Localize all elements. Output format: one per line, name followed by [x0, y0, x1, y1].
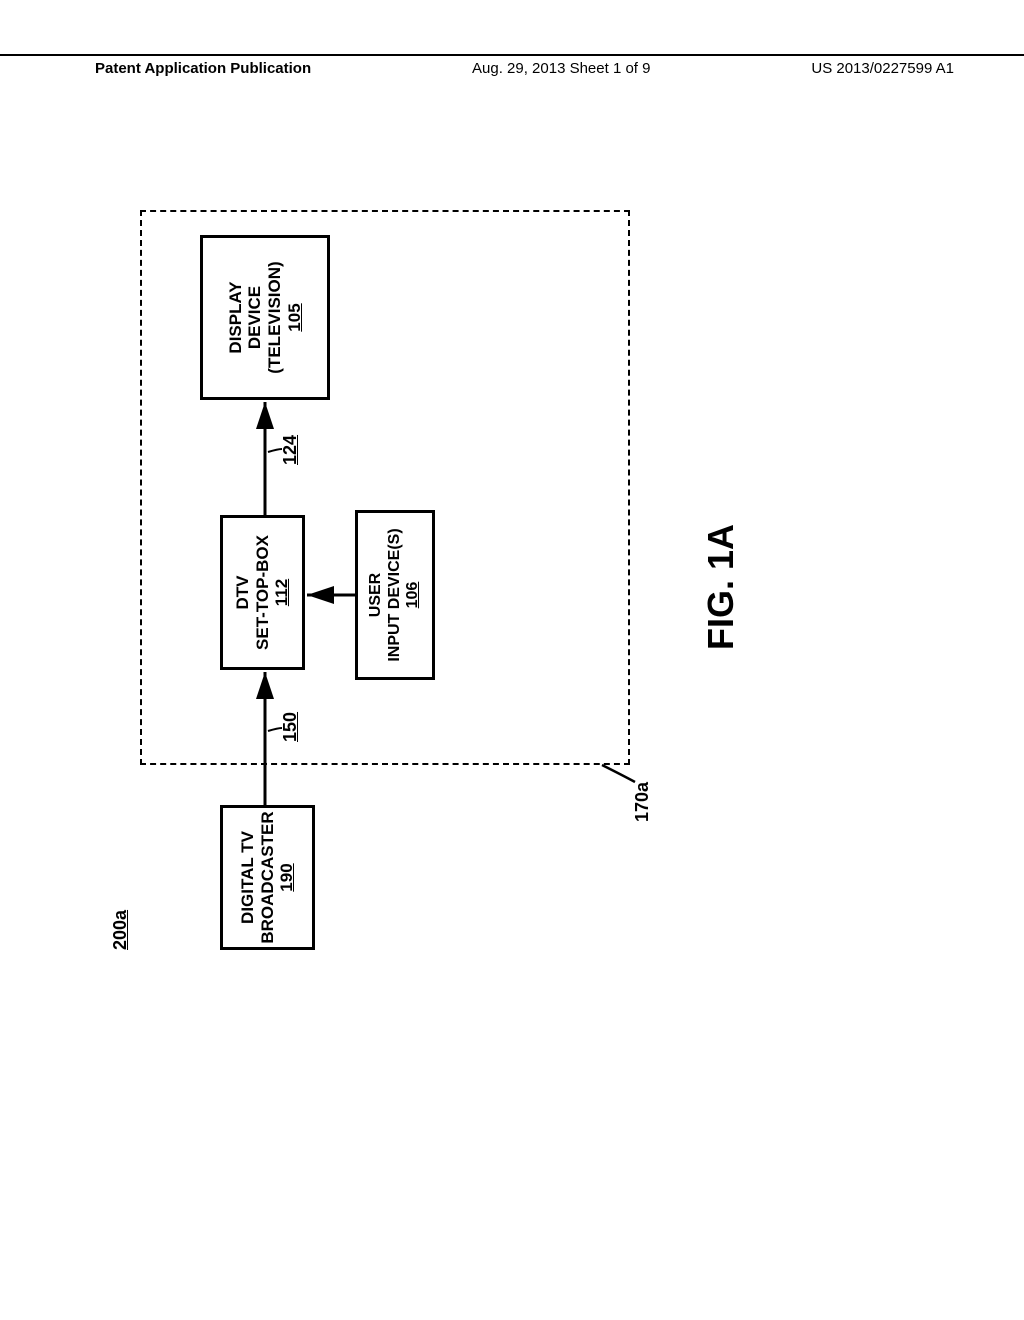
block-input-line2: INPUT DEVICE(S) [386, 528, 404, 661]
block-broadcaster-line1: DIGITAL TV [238, 831, 258, 924]
page-header: Patent Application Publication Aug. 29, … [0, 54, 1024, 77]
page: Patent Application Publication Aug. 29, … [0, 0, 1024, 1320]
block-stb: DTV SET-TOP-BOX 112 [220, 515, 305, 670]
signal-ref-124: 124 [280, 435, 301, 465]
block-broadcaster-line2: BROADCASTER [258, 811, 278, 943]
figure-ref: 200a [110, 910, 131, 950]
block-stb-line1: DTV [233, 576, 253, 610]
block-display-line2: DEVICE [245, 286, 265, 349]
block-input-line1: USER [367, 573, 385, 617]
diagram-rotated-group: DIGITAL TV BROADCASTER 190 DTV SET-TOP-B… [110, 200, 890, 980]
block-broadcaster: DIGITAL TV BROADCASTER 190 [220, 805, 315, 950]
system-ref: 170a [632, 782, 653, 822]
block-input: USER INPUT DEVICE(S) 106 [355, 510, 435, 680]
header-right: US 2013/0227599 A1 [811, 56, 954, 77]
block-display: DISPLAY DEVICE (TELEVISION) 105 [200, 235, 330, 400]
signal-ref-150: 150 [280, 712, 301, 742]
block-broadcaster-ref: 190 [277, 863, 297, 891]
block-stb-line2: SET-TOP-BOX [253, 535, 273, 650]
figure-label: FIG. 1A [700, 524, 742, 650]
diagram-area: DIGITAL TV BROADCASTER 190 DTV SET-TOP-B… [110, 200, 890, 1100]
block-stb-ref: 112 [272, 579, 292, 606]
header-center: Aug. 29, 2013 Sheet 1 of 9 [472, 56, 650, 77]
block-display-line3: (TELEVISION) [265, 261, 285, 373]
block-display-line1: DISPLAY [226, 281, 246, 353]
leader-170a [602, 765, 635, 782]
block-input-ref: 106 [404, 582, 422, 609]
header-left: Patent Application Publication [95, 56, 311, 77]
block-display-ref: 105 [285, 303, 305, 331]
